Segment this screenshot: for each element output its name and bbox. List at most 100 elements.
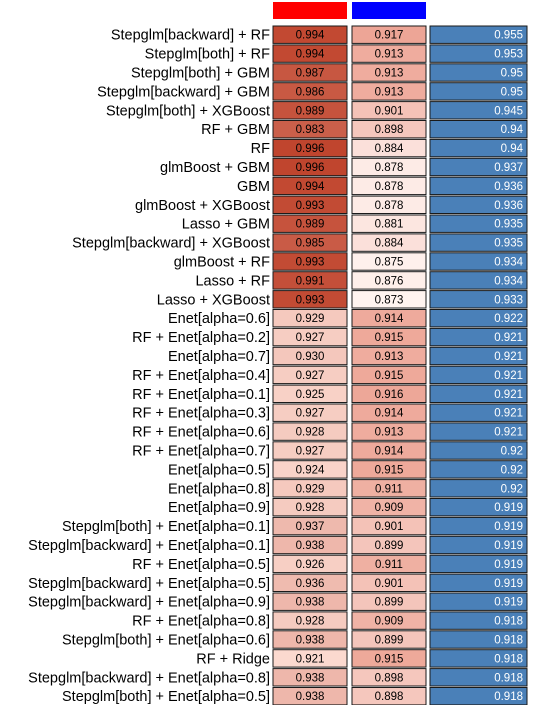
row-label: Stepglm[both] + RF (145, 47, 270, 63)
heatmap-cell-col1 (272, 195, 348, 215)
cell-value-col2: 0.915 (375, 653, 404, 665)
row-label: RF + Enet[alpha=0.5] (132, 557, 270, 573)
cell-value-col2: 0.915 (375, 332, 404, 344)
row-label: Stepglm[backward] + GBM (97, 84, 270, 100)
heatmap-cell-col3 (429, 649, 528, 668)
cell-value-col3: 0.92 (501, 464, 523, 476)
cell-value-col1: 0.938 (296, 635, 325, 647)
heatmap-cell-col1 (272, 233, 348, 252)
heatmap-cell-col2 (351, 365, 427, 385)
heatmap-cell-col1 (272, 649, 348, 668)
heatmap-cell-col2 (351, 479, 427, 498)
heatmap-cell-col1 (272, 82, 348, 101)
heatmap-cell-col3 (429, 25, 528, 44)
row-label: Stepglm[backward] + Enet[alpha=0.1] (28, 538, 270, 554)
row-label: glmBoost + GBM (160, 160, 270, 176)
row-label: Stepglm[both] + Enet[alpha=0.6] (62, 633, 270, 649)
cell-value-col1: 0.937 (296, 521, 325, 533)
row-label: Stepglm[both] + GBM (131, 66, 270, 82)
heatmap-cell-col1 (272, 668, 348, 687)
cell-value-col3: 0.922 (494, 313, 523, 325)
row-label: Stepglm[backward] + Enet[alpha=0.9] (28, 595, 270, 611)
heatmap-cell-col3 (429, 498, 528, 517)
cell-value-col1: 0.938 (296, 597, 325, 609)
cell-value-col1: 0.928 (296, 502, 325, 514)
cell-value-col2: 0.881 (375, 219, 404, 231)
cell-value-col1: 0.928 (296, 427, 325, 439)
cell-value-col3: 0.918 (494, 691, 523, 703)
cell-value-col1: 0.938 (296, 672, 325, 684)
cell-value-col3: 0.94 (501, 124, 524, 136)
heatmap-cell-col1 (272, 554, 348, 574)
cell-value-col2: 0.898 (375, 124, 404, 136)
heatmap-cell-col2 (351, 157, 427, 177)
cell-value-col1: 0.927 (296, 408, 325, 420)
row-label: Lasso + GBM (182, 217, 270, 233)
heatmap-cell-col1 (272, 309, 348, 328)
cell-value-col2: 0.911 (375, 483, 403, 495)
cell-value-col2: 0.911 (375, 559, 403, 571)
row-label: Stepglm[backward] + Enet[alpha=0.8] (28, 670, 270, 686)
cell-value-col2: 0.917 (375, 30, 404, 42)
heatmap-cell-col3 (429, 252, 528, 271)
heatmap-cell-col1 (272, 498, 348, 517)
row-label: Enet[alpha=0.9] (168, 500, 270, 516)
cell-value-col3: 0.935 (494, 238, 523, 250)
heatmap-cell-col3 (429, 346, 528, 366)
heatmap-cell-col2 (351, 498, 427, 517)
heatmap-cell-col3 (429, 290, 528, 309)
cell-value-col3: 0.918 (494, 653, 523, 665)
heatmap-cell-col3 (429, 460, 528, 479)
row-label: Stepglm[both] + XGBoost (106, 103, 270, 119)
cell-value-col2: 0.901 (375, 521, 404, 533)
heatmap-cell-col3 (429, 592, 528, 611)
heatmap-cell-col3 (429, 630, 528, 649)
heatmap-cell-col1 (272, 611, 348, 630)
row-label: RF + Enet[alpha=0.2] (132, 330, 270, 346)
heatmap-cell-col2 (351, 101, 427, 120)
heatmap-cell-col2 (351, 516, 427, 536)
cell-value-col2: 0.909 (375, 502, 404, 514)
cell-value-col1: 0.925 (296, 389, 325, 401)
cell-value-col2: 0.875 (375, 257, 404, 269)
cell-value-col3: 0.945 (494, 105, 523, 117)
cell-value-col3: 0.919 (494, 597, 523, 609)
heatmap-cell-col1 (272, 120, 348, 139)
cell-value-col1: 0.989 (296, 105, 325, 117)
cell-value-col1: 0.938 (296, 540, 325, 552)
cell-value-col3: 0.95 (501, 68, 523, 80)
cell-value-col3: 0.935 (494, 219, 523, 231)
heatmap-cell-col3 (429, 611, 528, 630)
row-label: GBM (237, 179, 270, 195)
cell-value-col2: 0.913 (375, 351, 404, 363)
heatmap-cell-col3 (429, 535, 528, 555)
cell-value-col1: 0.993 (296, 294, 325, 306)
row-label: Enet[alpha=0.8] (168, 481, 270, 497)
heatmap-cell-col1 (272, 384, 348, 404)
cell-value-col1: 0.996 (296, 143, 325, 155)
cell-value-col2: 0.915 (375, 370, 404, 382)
heatmap-cell-col3 (429, 479, 528, 498)
cell-value-col3: 0.95 (501, 86, 523, 98)
row-label: RF + Enet[alpha=0.4] (132, 368, 270, 384)
cell-value-col1: 0.989 (296, 219, 325, 231)
heatmap-cell-col1 (272, 138, 348, 158)
cell-value-col3: 0.921 (494, 351, 523, 363)
cell-value-col2: 0.914 (375, 446, 404, 458)
heatmap-cell-col2 (351, 44, 427, 63)
cell-value-col2: 0.878 (375, 162, 404, 174)
cell-value-col2: 0.899 (375, 540, 404, 552)
heatmap-cell-col2 (351, 63, 427, 82)
heatmap-cell-col2 (351, 441, 427, 460)
heatmap-cell-col1 (272, 460, 348, 479)
row-label: Lasso + XGBoost (157, 292, 270, 308)
cell-value-col3: 0.918 (494, 635, 523, 647)
row-label: RF + GBM (201, 122, 270, 138)
heatmap-cell-col1 (272, 63, 348, 82)
heatmap-cell-col2 (351, 271, 427, 290)
cell-value-col3: 0.934 (494, 257, 523, 269)
cell-value-col2: 0.914 (375, 313, 404, 325)
cell-value-col3: 0.955 (494, 30, 523, 42)
cell-value-col2: 0.916 (375, 389, 404, 401)
